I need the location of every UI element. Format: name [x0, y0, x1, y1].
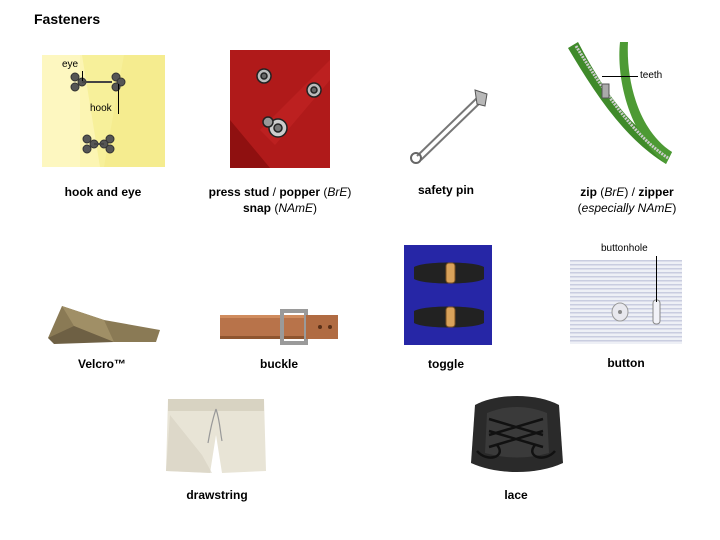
- caption-drawstring: drawstring: [186, 488, 248, 502]
- button-image: [570, 260, 682, 344]
- velcro-image: [48, 306, 160, 344]
- callout-hook: hook: [90, 103, 112, 114]
- page-title: Fasteners: [34, 11, 101, 27]
- caption-safety-pin: safety pin: [417, 183, 474, 197]
- hook-and-eye-image: [42, 55, 165, 167]
- safety-pin-image: [410, 89, 488, 164]
- callout-teeth: teeth: [640, 70, 663, 81]
- caption-press-stud: press stud / popper (BrE) snap (NAmE): [208, 185, 352, 215]
- caption-button: button: [607, 356, 645, 370]
- drawstring-image: [166, 399, 266, 473]
- buckle-image: [220, 309, 338, 345]
- caption-buckle: buckle: [259, 357, 298, 371]
- lace-image: [471, 396, 563, 472]
- caption-velcro: Velcro™: [77, 357, 127, 371]
- callout-buttonhole-line: [656, 256, 657, 302]
- caption-zip: zip (BrE) / zipper (especially NAmE): [577, 185, 677, 215]
- toggle-image: [404, 245, 492, 345]
- callout-eye-line: [82, 71, 83, 81]
- caption-hook-and-eye: hook and eye: [64, 185, 142, 199]
- callout-hook-line: [118, 84, 119, 114]
- callout-eye: eye: [62, 59, 79, 70]
- press-stud-image: [230, 50, 330, 168]
- zip-image: [568, 42, 672, 164]
- callout-teeth-line: [602, 76, 638, 77]
- callout-buttonhole: buttonhole: [601, 243, 648, 254]
- caption-lace: lace: [504, 488, 528, 502]
- caption-toggle: toggle: [428, 357, 464, 371]
